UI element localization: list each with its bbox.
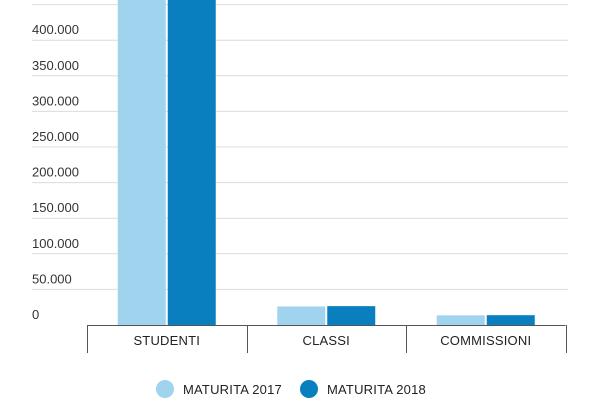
legend: MATURITA 2017 MATURITA 2018 <box>156 380 426 398</box>
y-axis-ticks: 0 50.000 100.000 150.000 200.000 250.000 300.0… <box>32 0 79 322</box>
category-label: CLASSI <box>303 333 350 348</box>
y-tick-label: 450.000 <box>32 0 79 2</box>
y-tick-label: 400.000 <box>32 22 79 37</box>
legend-swatch <box>156 380 174 398</box>
legend-swatch <box>300 380 318 398</box>
y-tick-label: 0 <box>32 307 39 322</box>
legend-label: MATURITA 2017 <box>183 382 282 397</box>
bar <box>436 315 485 325</box>
y-tick-label: 50.000 <box>32 271 72 286</box>
bar <box>327 306 376 325</box>
category-label: COMMISSIONI <box>440 333 531 348</box>
legend-label: MATURITA 2018 <box>327 382 426 397</box>
bar <box>117 0 166 325</box>
y-tick-label: 250.000 <box>32 129 79 144</box>
category-labels: STUDENTI CLASSI COMMISSIONI <box>133 333 531 348</box>
y-tick-label: 300.000 <box>32 93 79 108</box>
y-tick-label: 100.000 <box>32 236 79 251</box>
bars <box>117 0 535 325</box>
y-tick-label: 150.000 <box>32 200 79 215</box>
bar <box>167 0 216 325</box>
y-tick-label: 200.000 <box>32 165 79 180</box>
y-tick-label: 350.000 <box>32 58 79 73</box>
gridlines <box>32 4 568 290</box>
category-label: STUDENTI <box>133 333 200 348</box>
bar <box>486 315 535 325</box>
x-axis <box>87 325 567 353</box>
bar <box>277 306 326 325</box>
